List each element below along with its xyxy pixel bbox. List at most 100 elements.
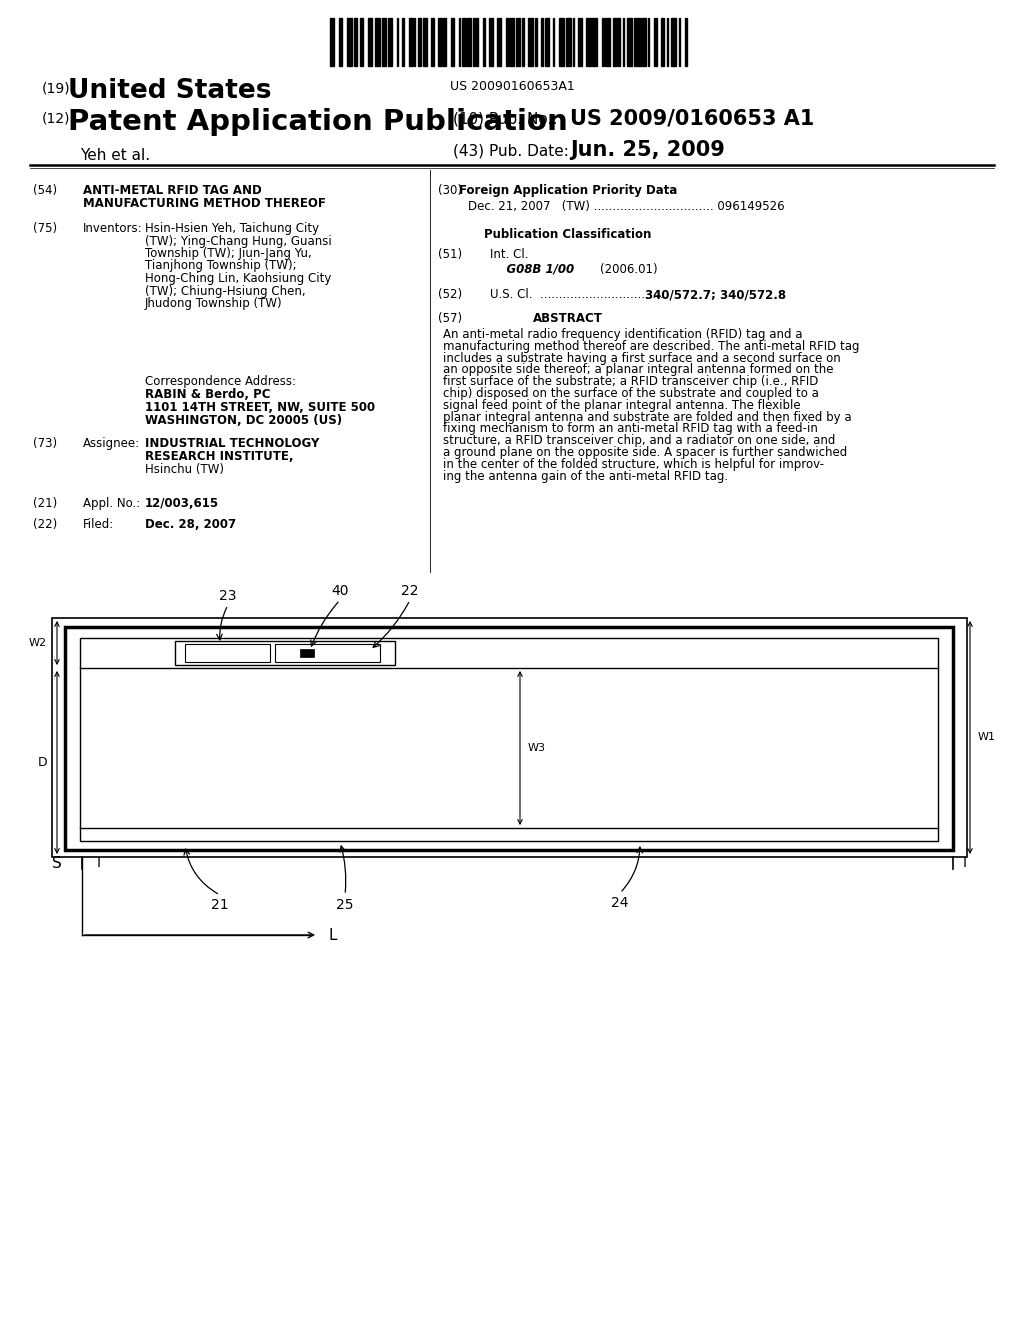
Bar (497, 18, 501, 66)
Bar (375, 18, 380, 66)
Text: An anti-metal radio frequency identification (RFID) tag and a: An anti-metal radio frequency identifica… (443, 327, 803, 341)
Text: first surface of the substrate; a RFID transceiver chip (i.e., RFID: first surface of the substrate; a RFID t… (443, 375, 818, 388)
Bar (476, 18, 478, 66)
Text: United States: United States (68, 78, 271, 104)
Text: ABSTRACT: ABSTRACT (534, 312, 603, 325)
Bar (506, 18, 509, 66)
Bar (65, 627, 953, 850)
Bar (578, 18, 582, 66)
Text: structure, a RFID transceiver chip, and a radiator on one side, and: structure, a RFID transceiver chip, and … (443, 434, 836, 447)
Bar (431, 18, 434, 66)
Text: (TW); Ying-Chang Hung, Guansi: (TW); Ying-Chang Hung, Guansi (145, 235, 332, 248)
Text: Dec. 28, 2007: Dec. 28, 2007 (145, 517, 237, 531)
Text: D: D (37, 756, 47, 770)
Text: US 20090160653A1: US 20090160653A1 (450, 81, 574, 92)
Bar (347, 18, 352, 66)
Text: 1101 14TH STREET, NW, SUITE 500: 1101 14TH STREET, NW, SUITE 500 (145, 401, 375, 414)
Text: Filed:: Filed: (83, 517, 115, 531)
Bar (654, 18, 657, 66)
Bar (300, 649, 314, 657)
Text: (2006.01): (2006.01) (600, 263, 657, 276)
Bar (354, 18, 357, 66)
Bar (671, 18, 676, 66)
Text: Assignee:: Assignee: (83, 437, 140, 450)
Text: an opposite side thereof; a planar integral antenna formed on the: an opposite side thereof; a planar integ… (443, 363, 834, 376)
Text: W1: W1 (978, 733, 996, 742)
Text: (54): (54) (33, 183, 57, 197)
Text: Tianjhong Township (TW);: Tianjhong Township (TW); (145, 260, 297, 272)
Bar (418, 18, 421, 66)
Bar (409, 18, 413, 66)
Text: W2: W2 (29, 638, 47, 648)
Text: I: I (97, 855, 101, 870)
Bar (467, 18, 471, 66)
Bar (80, 638, 938, 841)
Text: manufacturing method thereof are described. The anti-metal RFID tag: manufacturing method thereof are describ… (443, 339, 859, 352)
Bar (339, 18, 342, 66)
Bar (388, 18, 392, 66)
Bar (617, 18, 620, 66)
Bar (528, 18, 534, 66)
Bar (402, 18, 404, 66)
Bar (330, 18, 334, 66)
Text: Hsinchu (TW): Hsinchu (TW) (145, 463, 224, 477)
Text: W3: W3 (528, 743, 546, 752)
Bar (185, 644, 270, 663)
Text: US 2009/0160653 A1: US 2009/0160653 A1 (570, 108, 814, 128)
Text: INDUSTRIAL TECHNOLOGY: INDUSTRIAL TECHNOLOGY (145, 437, 319, 450)
Text: (73): (73) (33, 437, 57, 450)
Text: (TW); Chiung-Hsiung Chen,: (TW); Chiung-Hsiung Chen, (145, 285, 305, 297)
Text: (75): (75) (33, 222, 57, 235)
Text: RABIN & Berdo, PC: RABIN & Berdo, PC (145, 388, 270, 401)
Text: Publication Classification: Publication Classification (484, 228, 651, 242)
Text: U.S. Cl.  .................................: U.S. Cl. ...............................… (490, 288, 672, 301)
Text: 22: 22 (401, 583, 419, 598)
Text: L: L (328, 928, 337, 942)
Text: S: S (52, 855, 61, 870)
Bar (642, 18, 646, 66)
Bar (510, 18, 514, 66)
Text: 25: 25 (336, 898, 353, 912)
Bar (275, 644, 380, 663)
Bar (545, 18, 549, 66)
Bar (592, 18, 597, 66)
Text: chip) disposed on the surface of the substrate and coupled to a: chip) disposed on the surface of the sub… (443, 387, 819, 400)
Text: (10) Pub. No.:: (10) Pub. No.: (453, 112, 557, 127)
Bar (175, 642, 395, 665)
Text: MANUFACTURING METHOD THEREOF: MANUFACTURING METHOD THEREOF (83, 197, 326, 210)
Text: a ground plane on the opposite side. A spacer is further sandwiched: a ground plane on the opposite side. A s… (443, 446, 847, 459)
Text: ing the antenna gain of the anti-metal RFID tag.: ing the antenna gain of the anti-metal R… (443, 470, 728, 483)
Text: RESEARCH INSTITUTE,: RESEARCH INSTITUTE, (145, 450, 294, 463)
Text: Township (TW); Jiun-Jang Yu,: Township (TW); Jiun-Jang Yu, (145, 247, 311, 260)
Text: 40: 40 (331, 583, 349, 598)
Bar (423, 18, 427, 66)
Bar (516, 18, 520, 66)
Bar (462, 18, 466, 66)
Bar (382, 18, 386, 66)
Text: (21): (21) (33, 498, 57, 510)
Text: 23: 23 (219, 589, 237, 603)
Text: (12): (12) (42, 112, 71, 125)
Bar (535, 18, 537, 66)
Bar (662, 18, 664, 66)
Text: Foreign Application Priority Data: Foreign Application Priority Data (459, 183, 677, 197)
Text: (51): (51) (438, 248, 462, 261)
Text: I: I (963, 855, 967, 870)
Bar (489, 18, 493, 66)
Text: Jhudong Township (TW): Jhudong Township (TW) (145, 297, 283, 310)
Bar (613, 18, 616, 66)
Text: Jun. 25, 2009: Jun. 25, 2009 (570, 140, 725, 160)
Text: Int. Cl.: Int. Cl. (490, 248, 528, 261)
Bar (483, 18, 485, 66)
Text: in the center of the folded structure, which is helpful for improv-: in the center of the folded structure, w… (443, 458, 824, 471)
Bar (360, 18, 362, 66)
Text: includes a substrate having a first surface and a second surface on: includes a substrate having a first surf… (443, 351, 841, 364)
Text: ANTI-METAL RFID TAG AND: ANTI-METAL RFID TAG AND (83, 183, 262, 197)
Bar (685, 18, 687, 66)
Text: (57): (57) (438, 312, 462, 325)
Text: G08B 1/00: G08B 1/00 (490, 263, 574, 276)
Text: 12/003,615: 12/003,615 (145, 498, 219, 510)
Text: (22): (22) (33, 517, 57, 531)
Bar (559, 18, 564, 66)
Bar (52, 618, 967, 857)
